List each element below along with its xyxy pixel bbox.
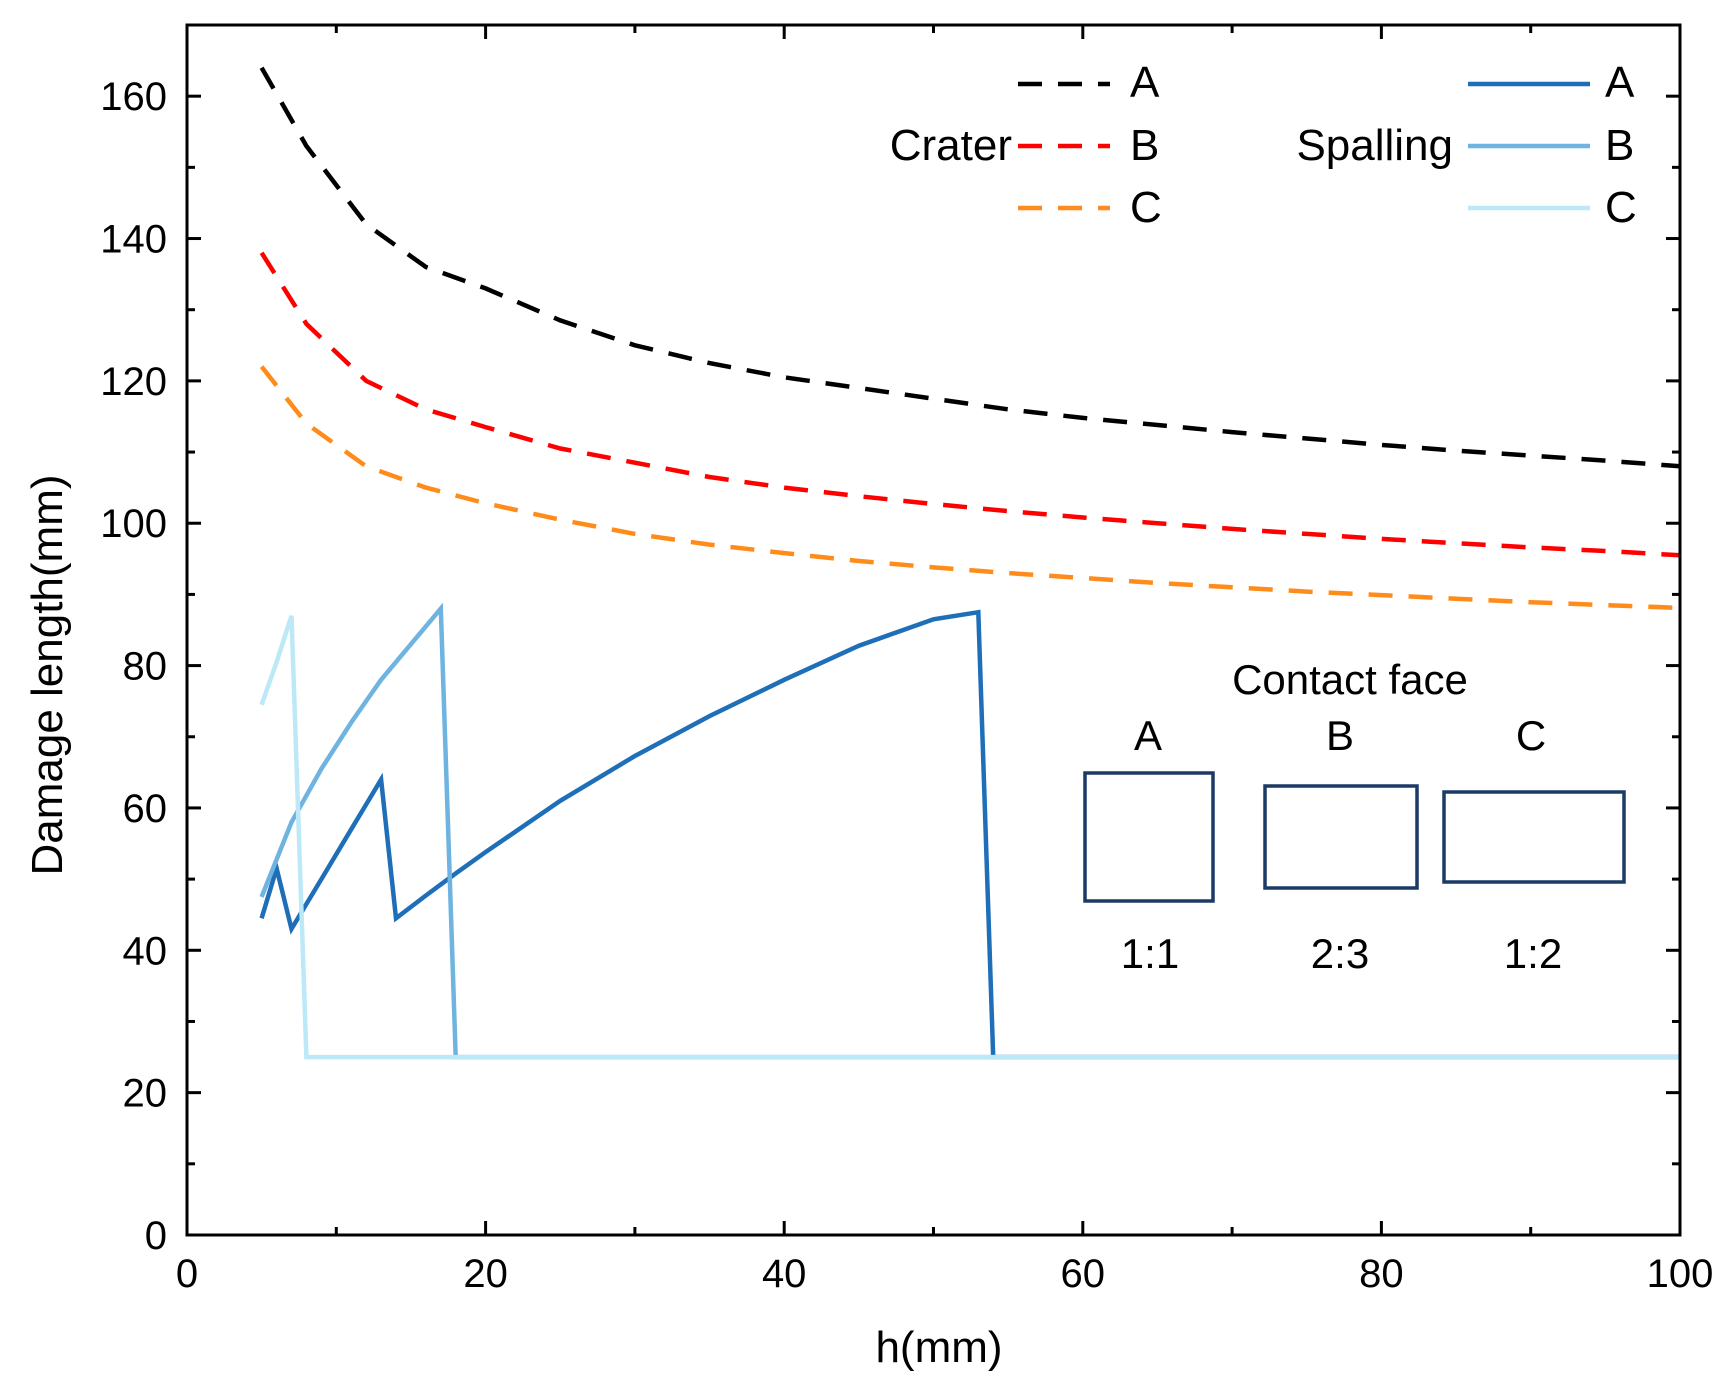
legend-crater-a-label: A [1130,58,1160,107]
inset-face-a-ratio: 1:1 [1121,930,1179,977]
series-line-spalling-c [259,615,1680,1060]
y-tick-label: 100 [100,502,167,546]
inset-face-b-ratio: 2:3 [1311,930,1369,977]
inset-face-b-shape [1263,784,1419,890]
x-tick-label: 60 [1061,1252,1106,1296]
plot-area [259,66,1681,1060]
legend-spalling-a-label: A [1605,58,1635,107]
x-tick-label: 0 [176,1252,198,1296]
x-tick-label: 20 [463,1252,508,1296]
y-tick-label: 60 [123,787,168,831]
series-line-crater-b [259,251,1681,558]
series-line-crater-c [259,365,1681,611]
legend: Crater Spalling A B C A B C [890,58,1637,232]
x-axis-title: h(mm) [875,1323,1002,1372]
legend-crater-title: Crater [890,121,1012,170]
legend-spalling-title: Spalling [1296,121,1453,170]
y-tick-label: 40 [123,929,168,973]
y-tick-label: 20 [123,1072,168,1116]
y-axis-title: Damage length(mm) [23,474,72,875]
x-tick-label: 100 [1647,1252,1714,1296]
legend-crater-b-label: B [1130,121,1159,170]
series-line-crater-a [259,66,1681,469]
y-tick-label: 140 [100,218,167,262]
y-tick-label: 0 [145,1214,167,1258]
x-tick-label: 80 [1359,1252,1404,1296]
y-tick-label: 80 [123,645,168,689]
y-tick-label: 160 [100,75,167,119]
inset-face-c-label: C [1516,712,1546,759]
y-tick-label: 120 [100,360,167,404]
inset-face-b-label: B [1326,712,1354,759]
legend-spalling-b-label: B [1605,121,1634,170]
legend-crater-c-label: C [1130,183,1162,232]
legend-spalling-c-label: C [1605,183,1637,232]
inset-face-c-shape [1442,790,1626,884]
x-tick-label: 40 [762,1252,807,1296]
inset-face-a-shape [1083,771,1215,903]
series-line-spalling-b [259,602,1680,1060]
axes: 0 20 40 60 80 100 0 20 40 60 80 100 120 140 160 [100,23,1714,1296]
series-line-spalling-a [259,609,1680,1060]
plot-frame [185,23,1682,1237]
inset-face-a-label: A [1134,712,1162,759]
inset-title: Contact face [1232,656,1468,703]
contact-face-inset: Contact face A B C 1:1 2:3 1:2 [1083,656,1626,977]
inset-face-c-ratio: 1:2 [1504,930,1562,977]
